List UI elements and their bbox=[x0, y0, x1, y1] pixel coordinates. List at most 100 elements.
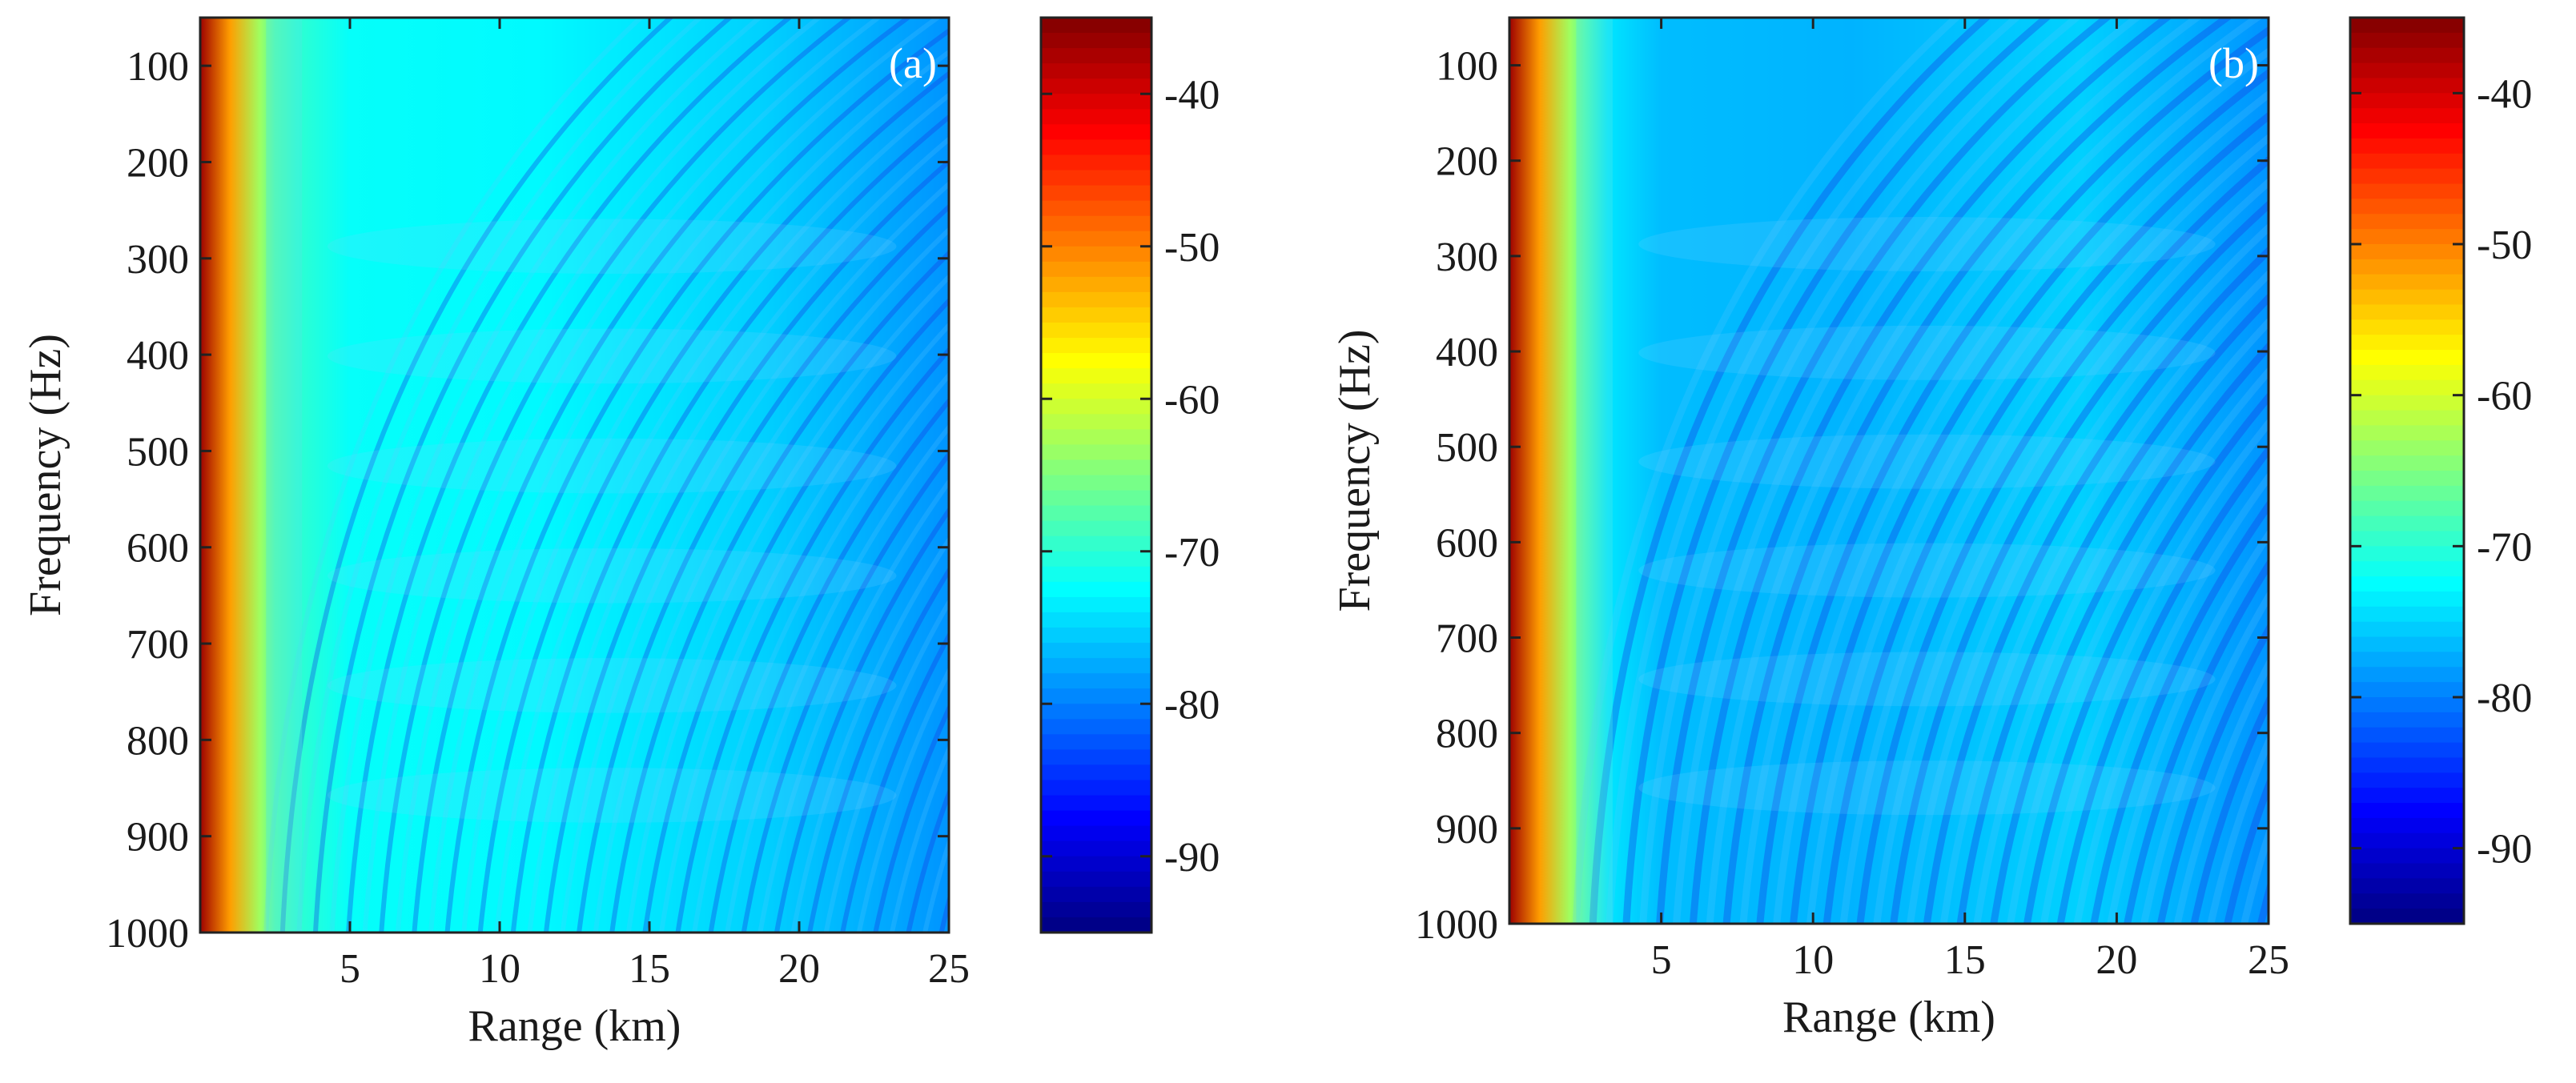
colorbar-step bbox=[1041, 33, 1151, 50]
y-tick-label: 500 bbox=[127, 429, 189, 475]
x-tick-label: 20 bbox=[778, 946, 820, 992]
colorbar-step bbox=[1041, 48, 1151, 65]
colorbar-step bbox=[2350, 244, 2464, 260]
panel-label: (b) bbox=[2208, 39, 2259, 87]
x-tick-label: 15 bbox=[1944, 937, 1986, 983]
colorbar-step bbox=[2350, 199, 2464, 215]
colorbar-step bbox=[1041, 871, 1151, 888]
y-tick-label: 200 bbox=[127, 140, 189, 186]
colorbar-step bbox=[2350, 78, 2464, 94]
colorbar-step bbox=[2350, 18, 2464, 34]
y-tick-label: 700 bbox=[1436, 616, 1498, 662]
colorbar-step bbox=[2350, 576, 2464, 592]
panel-label: (a) bbox=[889, 39, 937, 87]
y-tick-label: 700 bbox=[127, 622, 189, 668]
colorbar-step bbox=[2350, 108, 2464, 125]
colorbar-step bbox=[2350, 621, 2464, 638]
colorbar-step bbox=[1041, 429, 1151, 446]
colorbar-step bbox=[1041, 444, 1151, 461]
colorbar-step bbox=[2350, 485, 2464, 502]
colorbar-step bbox=[1041, 551, 1151, 568]
colorbar-step bbox=[1041, 368, 1151, 385]
colorbar-step bbox=[1041, 917, 1151, 933]
colorbar-step bbox=[1041, 505, 1151, 522]
colorbar-step bbox=[2350, 909, 2464, 925]
colorbar-step bbox=[2350, 546, 2464, 563]
colorbar-tick-label: -70 bbox=[1164, 530, 1220, 576]
y-tick-label: 400 bbox=[1436, 330, 1498, 375]
colorbar-tick-label: -90 bbox=[1164, 835, 1220, 880]
colorbar-step bbox=[2350, 471, 2464, 487]
y-tick-label: 200 bbox=[1436, 139, 1498, 185]
colorbar-step bbox=[1041, 261, 1151, 278]
colorbar-step bbox=[1041, 109, 1151, 126]
colorbar-step bbox=[2350, 848, 2464, 864]
plot-frame bbox=[1508, 16, 2270, 925]
colorbar-step bbox=[1041, 825, 1151, 842]
colorbar-step bbox=[1041, 566, 1151, 583]
colorbar-step bbox=[2350, 652, 2464, 668]
y-tick-label: 300 bbox=[127, 237, 189, 283]
colorbar-step bbox=[2350, 47, 2464, 64]
colorbar-step bbox=[2350, 153, 2464, 170]
colorbar-step bbox=[1041, 124, 1151, 141]
y-tick-label: 300 bbox=[1436, 235, 1498, 280]
colorbar-step bbox=[2350, 682, 2464, 698]
colorbar-step bbox=[2350, 425, 2464, 442]
colorbar-step bbox=[2350, 591, 2464, 608]
colorbar-step bbox=[2350, 350, 2464, 366]
y-tick-label: 100 bbox=[127, 44, 189, 90]
y-tick-label: 800 bbox=[1436, 712, 1498, 757]
colorbar-step bbox=[1041, 719, 1151, 736]
colorbar-step bbox=[2350, 93, 2464, 110]
colorbar-step bbox=[1041, 94, 1151, 110]
colorbar-step bbox=[1041, 231, 1151, 247]
colorbar-step bbox=[1041, 764, 1151, 781]
colorbar-step bbox=[2350, 757, 2464, 774]
y-tick-label: 600 bbox=[127, 526, 189, 572]
colorbar-step bbox=[1041, 535, 1151, 552]
colorbar-step bbox=[1041, 215, 1151, 232]
colorbar-tick-label: -50 bbox=[2477, 223, 2532, 268]
colorbar-step bbox=[1041, 840, 1151, 857]
colorbar: -40 -50 -60 -70 -80 -90 bbox=[1039, 16, 1220, 934]
interference-striations bbox=[1572, 18, 2269, 924]
colorbar-step bbox=[2350, 697, 2464, 713]
y-axis-label: Frequency (Hz) bbox=[21, 334, 70, 616]
colorbar-step bbox=[1041, 490, 1151, 507]
colorbar-step bbox=[2350, 636, 2464, 653]
x-tick-label: 25 bbox=[2248, 937, 2289, 983]
colorbar-tick-label: -80 bbox=[2477, 676, 2532, 721]
colorbar-step bbox=[2350, 788, 2464, 804]
colorbar-step bbox=[1041, 581, 1151, 598]
colorbar-step bbox=[1041, 18, 1151, 34]
x-tick-label: 10 bbox=[1792, 937, 1834, 983]
colorbar-step bbox=[2350, 712, 2464, 728]
colorbar-step bbox=[2350, 455, 2464, 471]
colorbar-step bbox=[2350, 410, 2464, 427]
x-tick-label: 5 bbox=[340, 946, 360, 992]
colorbar-step bbox=[2350, 515, 2464, 532]
colorbar-step bbox=[1041, 886, 1151, 903]
colorbar-step bbox=[1041, 901, 1151, 918]
colorbar-step bbox=[2350, 500, 2464, 517]
colorbar-step bbox=[2350, 168, 2464, 185]
colorbar-step bbox=[2350, 62, 2464, 79]
colorbar-step bbox=[1041, 185, 1151, 202]
colorbar-step bbox=[2350, 319, 2464, 336]
colorbar-step bbox=[1041, 276, 1151, 293]
colorbar-tick-label: -40 bbox=[2477, 71, 2532, 117]
colorbar-step bbox=[2350, 335, 2464, 351]
colorbar-step bbox=[1041, 78, 1151, 95]
colorbar-step bbox=[2350, 832, 2464, 849]
colorbar-step bbox=[1041, 856, 1151, 872]
colorbar-step bbox=[1041, 338, 1151, 355]
colorbar-step bbox=[1041, 246, 1151, 263]
colorbar-step bbox=[1041, 704, 1151, 720]
colorbar-step bbox=[2350, 214, 2464, 231]
y-tick-label: 400 bbox=[127, 333, 189, 379]
colorbar-step bbox=[2350, 364, 2464, 381]
colorbar-tick-label: -60 bbox=[1164, 377, 1220, 423]
colorbar-step bbox=[2350, 123, 2464, 139]
